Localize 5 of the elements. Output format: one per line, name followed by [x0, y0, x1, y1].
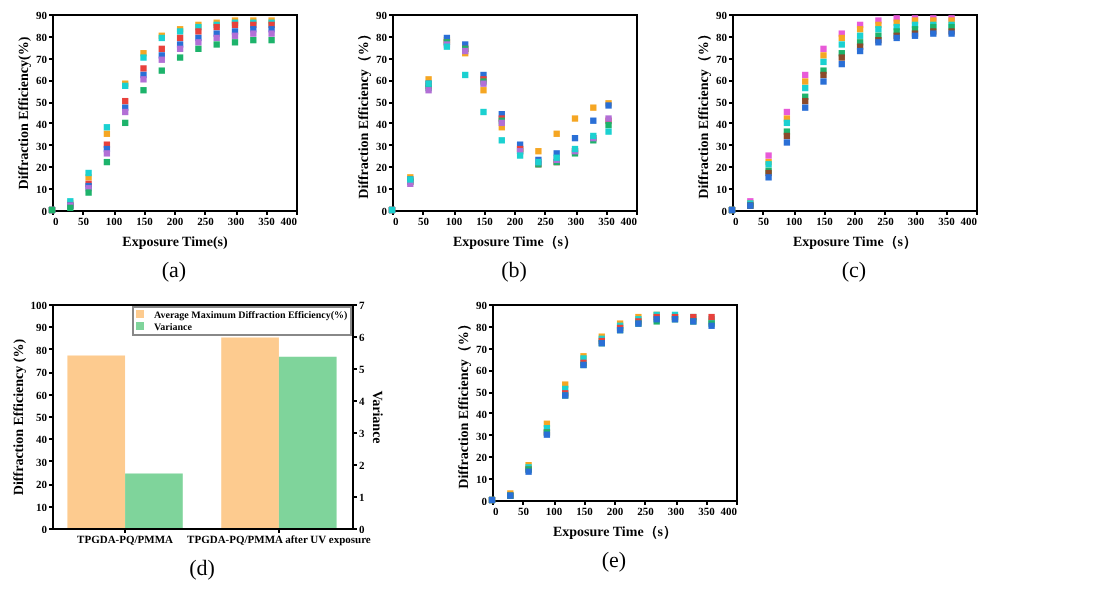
- text: (a): [161, 259, 187, 283]
- text: (c): [841, 259, 867, 283]
- text: (b): [501, 259, 528, 283]
- text: (d): [189, 557, 216, 581]
- text: (e): [601, 549, 627, 573]
